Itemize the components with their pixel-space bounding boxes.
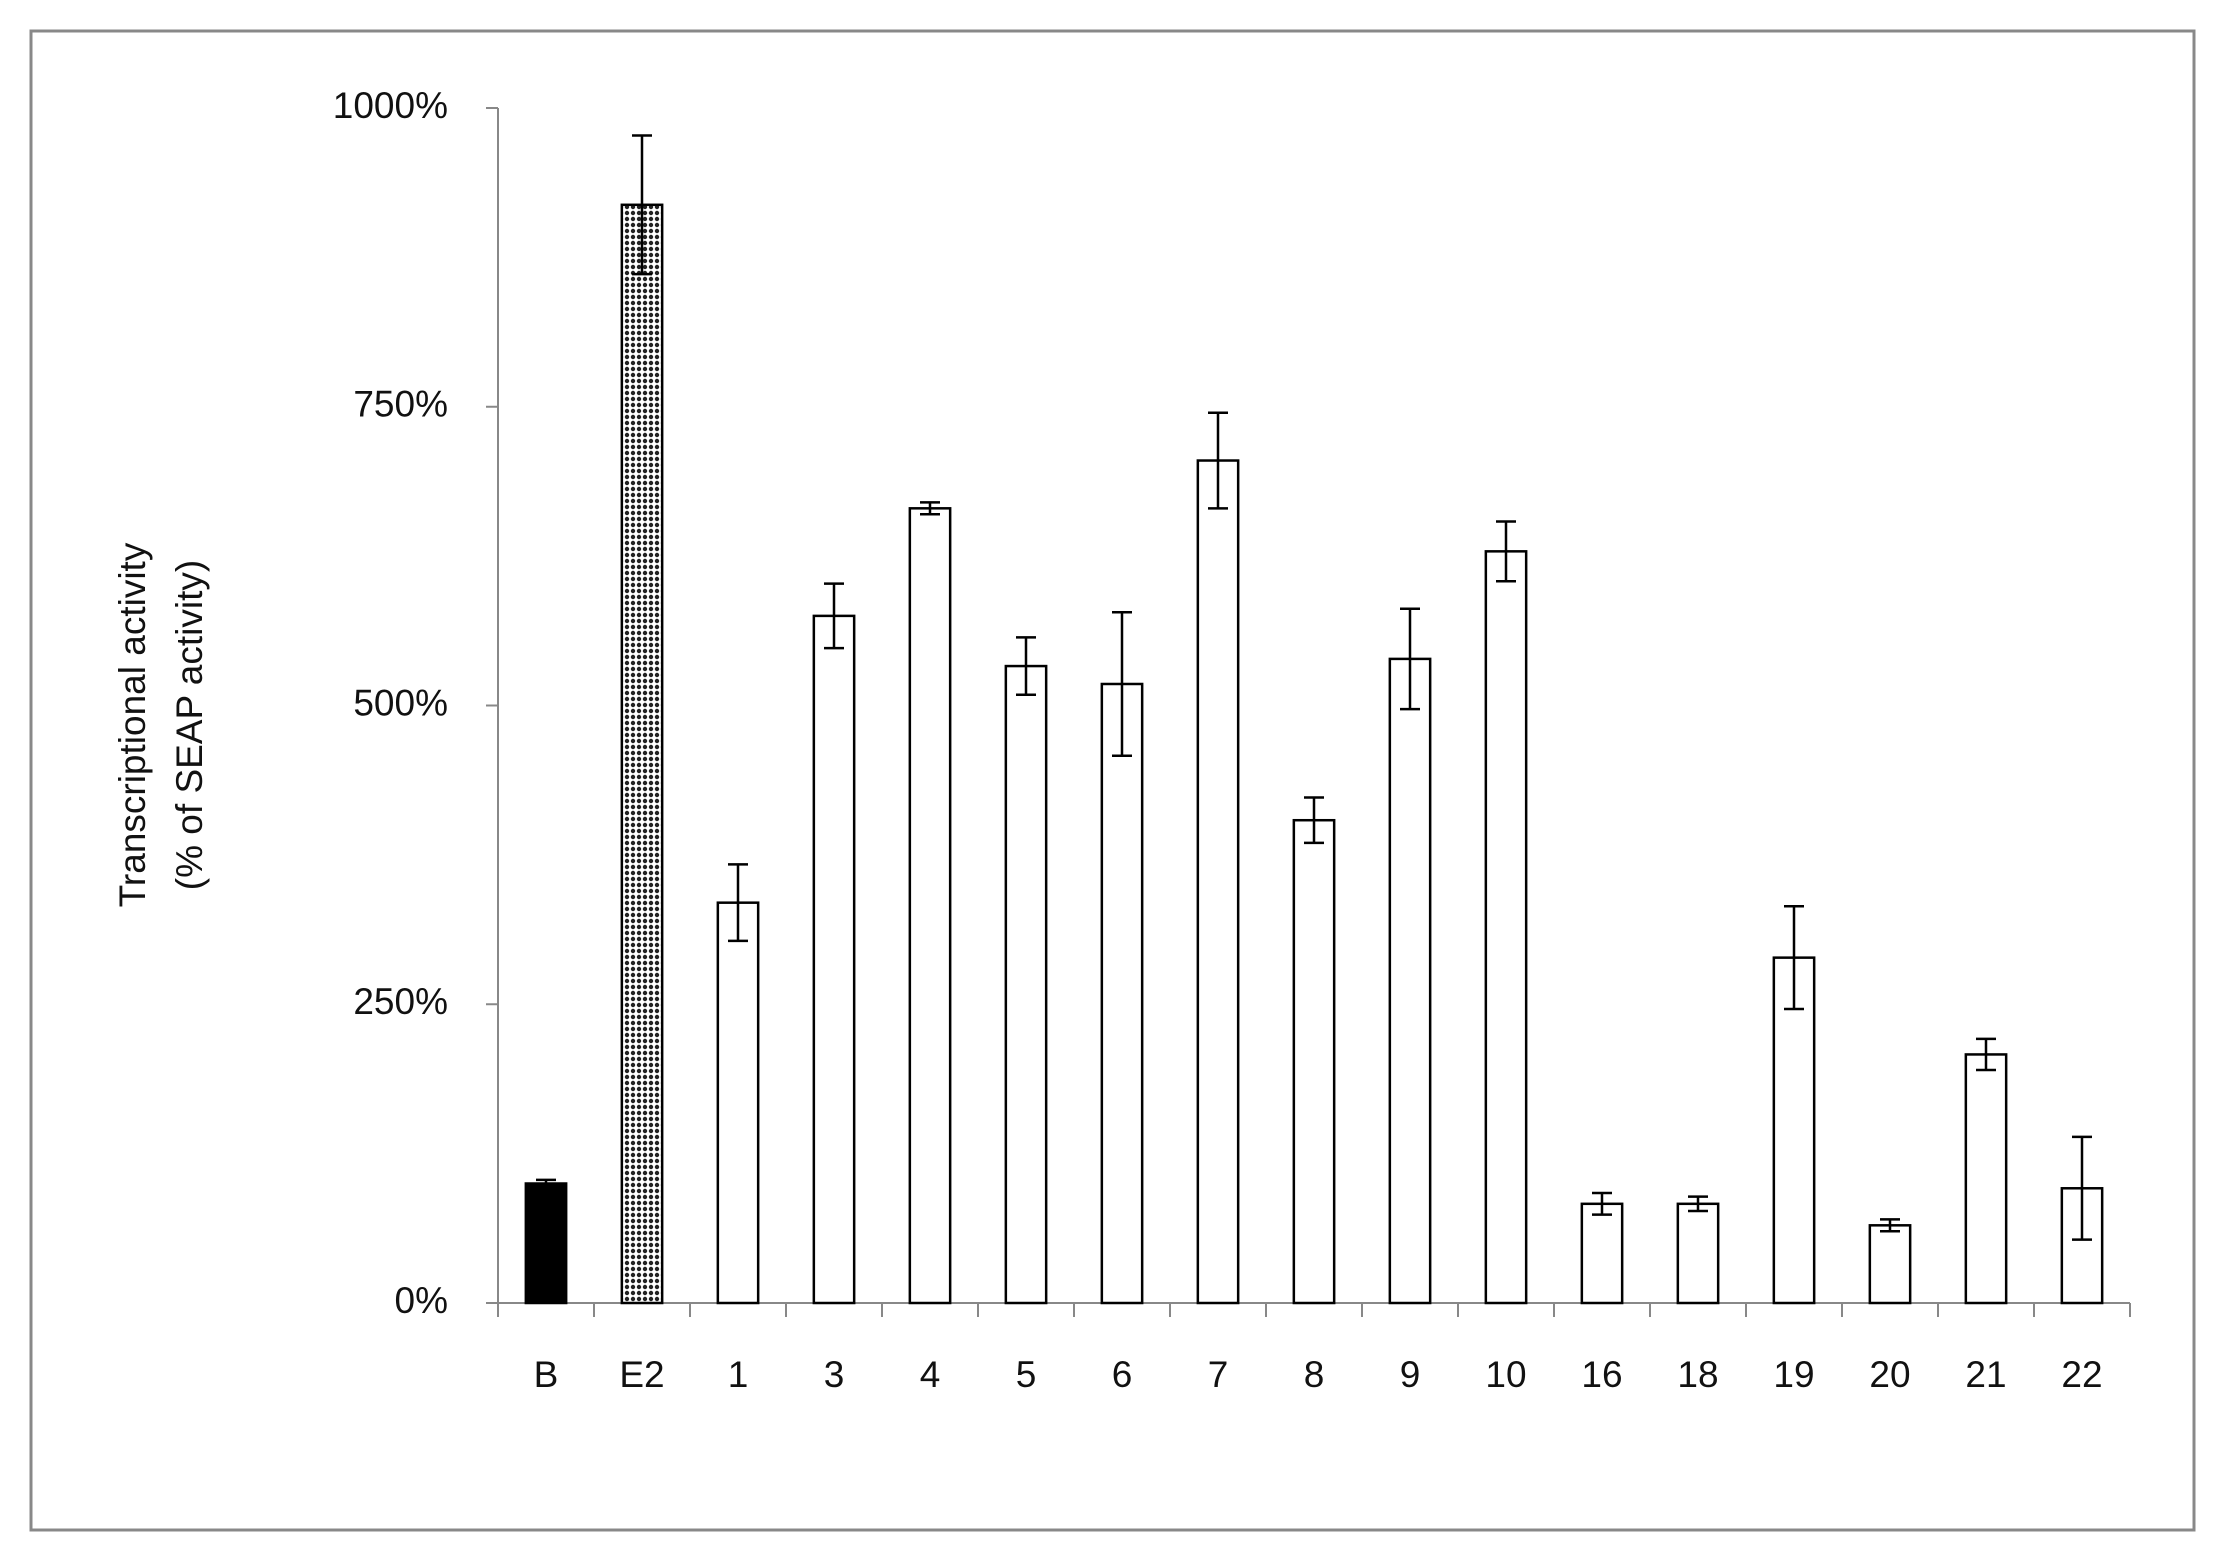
y-axis-label-line: (% of SEAP activity) (169, 560, 210, 890)
x-tick-label: 10 (1485, 1354, 1526, 1395)
x-tick-label: 5 (1016, 1354, 1037, 1395)
error-bar (1592, 1191, 1612, 1216)
bar (1100, 682, 1144, 1305)
error-bar (1112, 611, 1132, 757)
x-tick-label: E2 (619, 1354, 664, 1395)
error-bar (536, 1178, 556, 1189)
x-tick-label: 20 (1869, 1354, 1910, 1395)
x-tick-label: 1 (728, 1354, 749, 1395)
error-bar (824, 582, 844, 650)
x-tick-label: 4 (920, 1354, 941, 1395)
error-bar (1208, 411, 1228, 510)
bar (812, 614, 856, 1305)
x-tick-label: 9 (1400, 1354, 1421, 1395)
y-axis-label-line: Transcriptional activity (112, 542, 153, 907)
error-bar (1784, 905, 1804, 1011)
bar (1676, 1202, 1720, 1305)
y-tick-label: 1000% (333, 85, 448, 126)
error-bar (920, 501, 940, 516)
error-bar (2072, 1135, 2092, 1241)
y-tick-label: 0% (395, 1280, 448, 1321)
error-bar (1688, 1195, 1708, 1213)
bar (1580, 1202, 1624, 1305)
x-tick-label: 22 (2061, 1354, 2102, 1395)
bar (524, 1182, 568, 1305)
y-axis-label: Transcriptional activity (% of SEAP acti… (112, 542, 210, 907)
bar (1484, 550, 1528, 1305)
error-bar (1976, 1037, 1996, 1072)
error-bar (1400, 607, 1420, 711)
error-bar (728, 863, 748, 943)
x-tick-label: 6 (1112, 1354, 1133, 1395)
error-bar (1304, 796, 1324, 845)
bar (908, 507, 952, 1305)
bar (716, 901, 760, 1305)
bar (620, 203, 664, 1305)
y-tick-label: 500% (353, 682, 448, 723)
x-tick-label: B (534, 1354, 559, 1395)
error-bar (1880, 1218, 1900, 1233)
bar (1196, 459, 1240, 1305)
error-bar (1496, 520, 1516, 583)
x-tick-label: 19 (1773, 1354, 1814, 1395)
x-tick-label: 21 (1965, 1354, 2006, 1395)
x-tick-label: 16 (1581, 1354, 1622, 1395)
x-tick-label: 18 (1677, 1354, 1718, 1395)
bar (1004, 664, 1048, 1305)
x-tick-label: 3 (824, 1354, 845, 1395)
y-tick-label: 750% (353, 384, 448, 425)
bar (1964, 1053, 2008, 1305)
bar (1292, 818, 1336, 1305)
bar (1772, 956, 1816, 1305)
error-bar (1016, 636, 1036, 696)
x-tick-label: 7 (1208, 1354, 1229, 1395)
error-bar (632, 134, 652, 276)
y-tick-label: 250% (353, 981, 448, 1022)
bar (1868, 1224, 1912, 1305)
bar (1388, 657, 1432, 1305)
x-tick-label: 8 (1304, 1354, 1325, 1395)
